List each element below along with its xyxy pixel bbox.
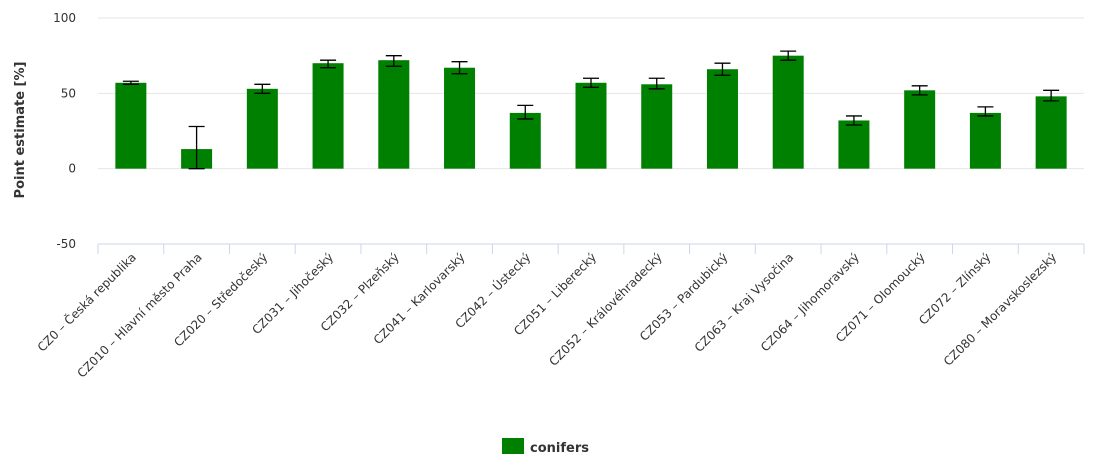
- error-bar: [648, 77, 665, 90]
- bar[interactable]: [772, 55, 804, 169]
- bar[interactable]: [1035, 96, 1067, 169]
- x-tick-label: CZ072 – Zlínský: [916, 250, 993, 327]
- legend[interactable]: conifers: [502, 438, 589, 456]
- legend-label: conifers: [530, 441, 589, 456]
- y-axis-ticks: -50 0 50 100: [53, 11, 76, 251]
- error-bar: [977, 106, 994, 117]
- x-axis: [97, 244, 1085, 254]
- x-tick-label: CZ080 – Moravskoslezský: [941, 250, 1059, 368]
- error-bar: [845, 115, 862, 126]
- error-bar: [583, 77, 599, 88]
- bar[interactable]: [969, 112, 1001, 169]
- bar[interactable]: [246, 88, 278, 169]
- error-bar: [517, 104, 534, 120]
- bar[interactable]: [904, 90, 936, 169]
- x-tick-label: CZ010 – Hlavní město Praha: [75, 250, 205, 380]
- error-bar: [1043, 89, 1060, 102]
- error-bar: [385, 55, 402, 67]
- bar[interactable]: [706, 69, 738, 169]
- error-bar: [188, 125, 205, 170]
- bar[interactable]: [444, 67, 476, 169]
- error-bar: [254, 83, 271, 94]
- y-tick-label: 100: [53, 11, 76, 25]
- bars: [115, 55, 1067, 169]
- bar[interactable]: [115, 82, 147, 169]
- error-bars: [122, 50, 1060, 170]
- bar[interactable]: [312, 63, 344, 169]
- bar[interactable]: [641, 84, 673, 169]
- bar[interactable]: [378, 60, 410, 169]
- bar[interactable]: [575, 82, 607, 169]
- error-bar: [911, 85, 928, 96]
- bar[interactable]: [838, 120, 870, 169]
- error-bar: [451, 61, 468, 75]
- y-tick-label: 0: [68, 162, 76, 176]
- y-tick-label: 50: [61, 86, 76, 100]
- legend-swatch: [502, 438, 524, 454]
- error-bar: [122, 80, 139, 85]
- bar[interactable]: [509, 112, 541, 169]
- error-bar: [714, 62, 731, 76]
- y-tick-label: -50: [56, 237, 76, 251]
- error-bar: [320, 59, 337, 69]
- y-axis-title: Point estimate [%]: [13, 62, 28, 199]
- x-tick-label: CZ052 – Královéhradecký: [546, 250, 664, 368]
- error-bar: [780, 50, 797, 61]
